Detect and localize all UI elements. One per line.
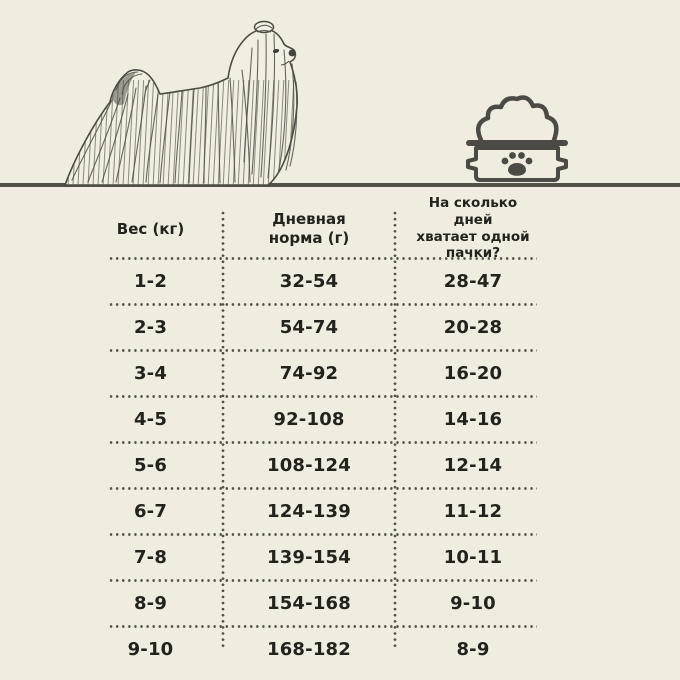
cell-daily-amount: 54-74 (279, 317, 339, 338)
cell-pack-days: 11-12 (443, 501, 503, 522)
table-row: 6-7 124-139 11-12 (108, 490, 537, 533)
cell-weight: 9-10 (127, 639, 174, 660)
cell-pack-days: 20-28 (443, 317, 503, 338)
cell-daily-amount: 124-139 (266, 501, 352, 522)
cell-weight: 7-8 (133, 547, 168, 568)
row-separator (108, 441, 537, 444)
row-separator (108, 395, 537, 398)
cell-weight: 3-4 (133, 363, 168, 384)
row-separator (108, 625, 537, 628)
cell-weight: 6-7 (133, 501, 168, 522)
dog-nose (288, 49, 296, 57)
column-divider-1 (221, 210, 225, 648)
cell-pack-days: 12-14 (443, 455, 503, 476)
dog-topknot (253, 20, 275, 34)
cell-pack-days: 28-47 (443, 271, 503, 292)
dog-food-bowl-icon (466, 95, 568, 182)
column-divider-2 (393, 210, 397, 648)
cell-daily-amount: 108-124 (266, 455, 352, 476)
table-header-row: Вес (кг) Дневная норма (г) На сколько дн… (108, 195, 537, 262)
row-separator (108, 487, 537, 490)
cell-daily-amount: 74-92 (279, 363, 339, 384)
table-row: 9-10 168-182 8-9 (108, 628, 537, 671)
cell-daily-amount: 139-154 (266, 547, 352, 568)
cell-weight: 4-5 (133, 409, 168, 430)
row-separator (108, 257, 537, 260)
table-body: 1-2 32-54 28-47 2-3 54-74 20-28 3-4 74-92 16-20 4… (108, 257, 537, 671)
table-row: 7-8 139-154 10-11 (108, 536, 537, 579)
table-row: 1-2 32-54 28-47 (108, 260, 537, 303)
dog-eye (272, 49, 280, 53)
cell-weight: 5-6 (133, 455, 168, 476)
table-row: 2-3 54-74 20-28 (108, 306, 537, 349)
table-row: 4-5 92-108 14-16 (108, 398, 537, 441)
row-separator (108, 349, 537, 352)
table-row: 5-6 108-124 12-14 (108, 444, 537, 487)
cell-weight: 8-9 (133, 593, 168, 614)
cell-pack-days: 14-16 (443, 409, 503, 430)
cell-daily-amount: 154-168 (266, 593, 352, 614)
table-row: 3-4 74-92 16-20 (108, 352, 537, 395)
column-header-pack-days: На сколько дней хватает одной пачки? (416, 194, 530, 262)
paw-print-icon (501, 152, 533, 176)
cell-pack-days: 16-20 (443, 363, 503, 384)
cell-weight: 2-3 (133, 317, 168, 338)
cell-daily-amount: 32-54 (279, 271, 339, 292)
column-header-daily-amount: Дневная норма (г) (268, 209, 350, 247)
row-separator (108, 303, 537, 306)
row-separator (108, 533, 537, 536)
dog-illustration (64, 20, 298, 186)
table-row: 8-9 154-168 9-10 (108, 582, 537, 625)
ground-line (0, 183, 680, 187)
cell-pack-days: 9-10 (450, 593, 496, 614)
column-header-weight: Вес (кг) (116, 219, 185, 238)
cell-daily-amount: 168-182 (266, 639, 352, 660)
cell-weight: 1-2 (133, 271, 168, 292)
feeding-table: Вес (кг) Дневная норма (г) На сколько дн… (108, 195, 537, 671)
cell-daily-amount: 92-108 (273, 409, 345, 430)
row-separator (108, 579, 537, 582)
cell-pack-days: 10-11 (443, 547, 503, 568)
cell-pack-days: 8-9 (456, 639, 490, 660)
